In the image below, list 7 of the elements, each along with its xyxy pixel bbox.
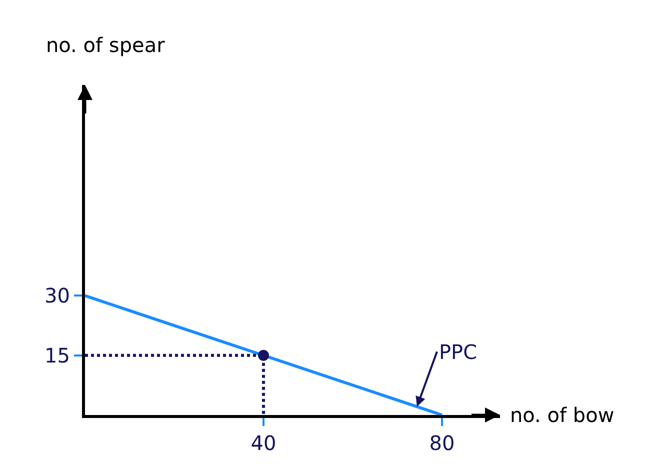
x-tick-label: 80 xyxy=(429,431,455,455)
x-tick-label: 40 xyxy=(250,431,276,455)
text: PPC xyxy=(439,340,478,364)
y-tick-label: 15 xyxy=(44,343,70,368)
x-axis-title: no. of bow xyxy=(510,403,614,427)
y-tick-label: 30 xyxy=(44,284,70,308)
y-axis-title: no. of spear xyxy=(46,33,166,57)
